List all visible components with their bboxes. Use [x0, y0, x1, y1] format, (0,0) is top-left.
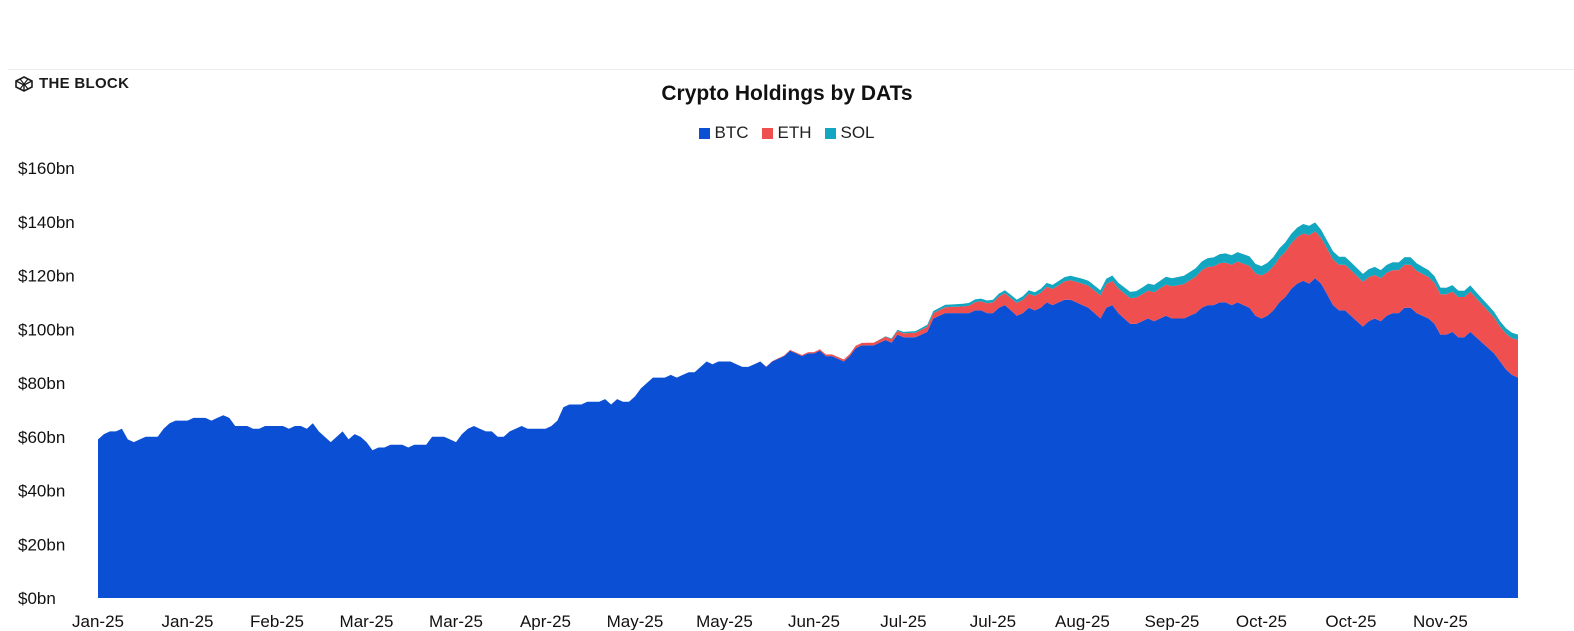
y-tick-label: $20bn — [18, 535, 65, 554]
x-tick-label: Mar-25 — [340, 612, 394, 630]
x-tick-label: Sep-25 — [1145, 612, 1200, 630]
x-tick-label: May-25 — [607, 612, 664, 630]
x-tick-label: Mar-25 — [429, 612, 483, 630]
x-tick-label: Nov-25 — [1413, 612, 1468, 630]
area-sol — [98, 222, 1518, 451]
x-tick-label: Oct-25 — [1325, 612, 1376, 630]
y-tick-label: $40bn — [18, 482, 65, 501]
x-tick-label: Oct-25 — [1236, 612, 1287, 630]
legend-item-btc[interactable]: BTC — [699, 123, 748, 143]
x-tick-label: Jul-25 — [970, 612, 1016, 630]
y-tick-label: $0bn — [18, 589, 56, 608]
legend-swatch — [699, 127, 711, 139]
y-tick-label: $140bn — [18, 213, 75, 232]
chart-title: Crypto Holdings by DATs — [661, 82, 913, 105]
legend-item-sol[interactable]: SOL — [825, 123, 875, 143]
area-btc — [98, 278, 1518, 598]
y-tick-label: $100bn — [18, 320, 75, 339]
y-tick-label: $160bn — [18, 159, 75, 178]
y-tick-label: $120bn — [18, 267, 75, 286]
legend-label: ETH — [777, 123, 812, 142]
chart-frame — [8, 69, 1574, 631]
x-tick-label: Apr-25 — [520, 612, 571, 630]
x-tick-label: Feb-25 — [250, 612, 304, 630]
legend-item-eth[interactable]: ETH — [762, 123, 811, 143]
brand-logo: THE BLOCK — [14, 75, 129, 92]
legend-swatch — [825, 127, 837, 139]
y-axis: $0bn $20bn $40bn $60bn $80bn $100bn $120bn $140… — [18, 159, 75, 608]
y-tick-label: $60bn — [18, 428, 65, 447]
legend-label: BTC — [714, 123, 749, 142]
area-layers — [98, 222, 1518, 598]
x-tick-label: May-25 — [696, 612, 753, 630]
legend-swatch — [762, 127, 774, 139]
x-tick-label: Jan-25 — [162, 612, 214, 630]
x-tick-label: Jul-25 — [880, 612, 926, 630]
cube-logo-icon — [15, 75, 33, 92]
brand-name: THE BLOCK — [39, 75, 130, 92]
legend-label: SOL — [840, 123, 875, 142]
x-tick-label: Jun-25 — [788, 612, 840, 630]
y-tick-label: $80bn — [18, 374, 65, 393]
chart-legend: BTC ETH SOL — [0, 123, 1574, 143]
x-tick-label: Jan-25 — [72, 612, 124, 630]
x-axis: Jan-25 Jan-25 Feb-25 Mar-25 Mar-25 Apr-25 May-… — [72, 612, 1468, 630]
x-tick-label: Aug-25 — [1055, 612, 1110, 630]
